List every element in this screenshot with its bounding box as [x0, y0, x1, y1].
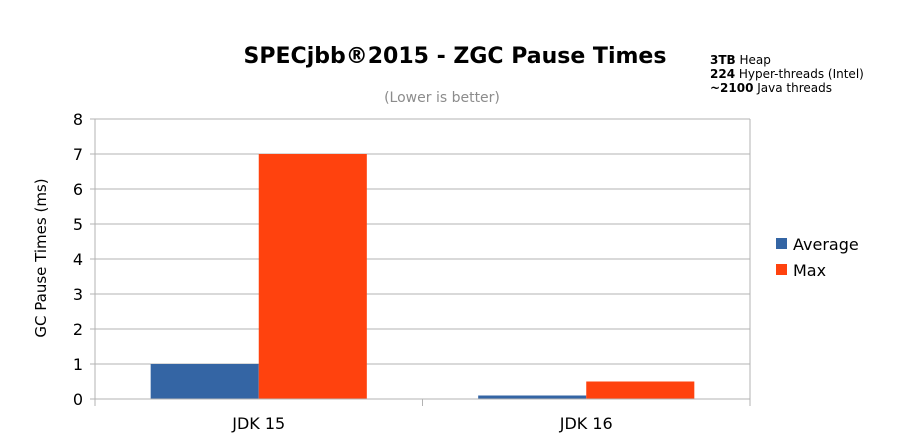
x-tick-labels: JDK 15 JDK 16	[231, 414, 612, 433]
y-tick-label: 1	[73, 355, 83, 374]
y-tick-label: 4	[73, 250, 83, 269]
chart-subtitle: (Lower is better)	[384, 90, 500, 106]
bar-average-jdk-16	[478, 395, 587, 399]
y-axis-label: GC Pause Times (ms)	[32, 178, 50, 337]
legend-swatch-max	[776, 264, 787, 275]
y-tick-label: 3	[73, 285, 83, 304]
y-tick-label: 6	[73, 180, 83, 199]
legend-label-max: Max	[793, 261, 826, 280]
x-tick-label: JDK 16	[559, 414, 613, 433]
grid-lines	[90, 118, 750, 400]
y-tick-label: 2	[73, 320, 83, 339]
bar-max-jdk-15	[258, 154, 367, 399]
test-config-annotation: 3TB Heap 224 Hyper-threads (Intel) ~2100…	[710, 53, 864, 95]
y-tick-label: 0	[73, 390, 83, 409]
y-tick-label: 8	[73, 110, 83, 129]
chart-title: SPECjbb®2015 - ZGC Pause Times	[244, 44, 667, 69]
legend-swatch-average	[776, 238, 787, 249]
y-tick-label: 5	[73, 215, 83, 234]
legend: Average Max	[776, 235, 859, 280]
annotation-line-java-threads: ~2100 Java threads	[710, 81, 833, 95]
annotation-line-threads: 224 Hyper-threads (Intel)	[710, 67, 864, 81]
y-tick-label: 7	[73, 145, 83, 164]
bars	[150, 154, 695, 399]
y-tick-labels: 0 1 2 3 4 5 6 7 8	[73, 110, 83, 409]
x-tick-label: JDK 15	[231, 414, 285, 433]
bar-max-jdk-16	[586, 381, 695, 399]
bar-average-jdk-15	[150, 364, 259, 399]
axes	[94, 119, 751, 406]
annotation-line-heap: 3TB Heap	[710, 53, 771, 67]
legend-label-average: Average	[793, 235, 859, 254]
